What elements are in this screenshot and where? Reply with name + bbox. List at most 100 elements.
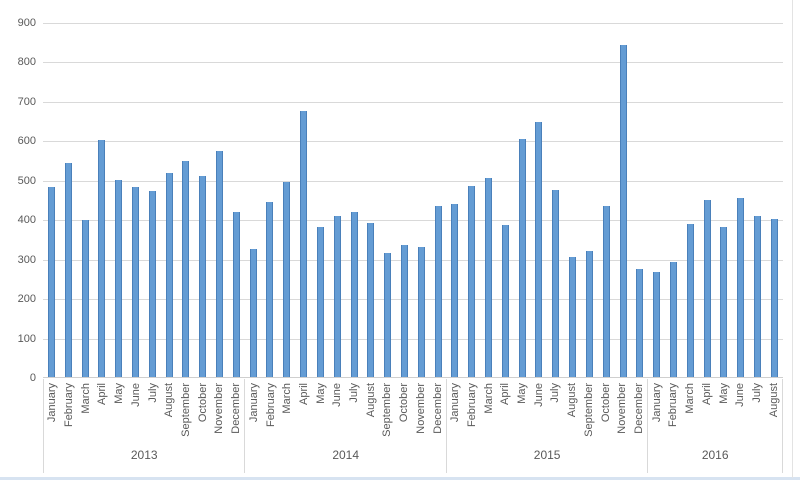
bar-2014-november [417,247,425,378]
month-label: September [582,383,595,437]
month-slot: July [749,379,766,445]
month-label: November [616,383,629,434]
month-slot: February [665,379,682,445]
bar-2014-december [434,206,442,378]
bar-slot [312,23,329,378]
month-label: December [632,383,645,434]
bar-2014-june [333,215,341,378]
month-slot: September [581,379,598,445]
month-label: April [297,383,310,406]
bar-slot [547,23,564,378]
bar-slot [77,23,94,378]
months-row: January February March April May June July Augu… [245,379,445,445]
y-tick-label: 400 [17,214,36,227]
month-label: July [146,383,159,403]
month-slot: April [497,379,514,445]
month-slot: September [379,379,396,445]
bar-2016-may [720,227,728,378]
gridline-400 [43,220,783,222]
month-label: June [129,383,142,407]
bar-2013-may [115,180,123,378]
bar-2014-july [350,212,358,378]
month-label: June [331,383,344,407]
month-slot: June [128,379,145,445]
month-slot: December [429,379,446,445]
year-group-2014: January February March April May June July Augu… [244,379,445,473]
month-label: July [348,383,361,403]
bar-slot [497,23,514,378]
year-label: 2015 [533,448,561,462]
bar-slot [463,23,480,378]
bar-slot [346,23,363,378]
month-slot: April [94,379,111,445]
month-label: January [650,383,663,423]
gridline-200 [43,299,783,301]
bar-slot [43,23,60,378]
bar-2014-april [300,110,308,378]
bar-2016-august [770,219,778,378]
bar-slot [93,23,110,378]
month-slot: March [480,379,497,445]
y-tick-label: 300 [17,253,36,266]
bar-2013-january [47,187,55,378]
bar-slot [262,23,279,378]
bar-slot [362,23,379,378]
month-slot: May [111,379,128,445]
month-slot: May [312,379,329,445]
month-slot: March [77,379,94,445]
bar-2015-november [619,45,627,378]
bar-2016-april [703,199,711,378]
month-slot: August [362,379,379,445]
plot-area [43,23,783,378]
bar-slot [194,23,211,378]
month-label: August [364,383,377,418]
month-slot: October [194,379,211,445]
month-slot: July [144,379,161,445]
gridline-600 [43,141,783,143]
gridline-900 [43,23,783,24]
month-slot: August [564,379,581,445]
month-label: February [465,383,478,428]
month-slot: June [530,379,547,445]
bar-slot [682,23,699,378]
month-label: October [599,383,612,423]
bars-container [43,23,783,378]
bar-2013-july [148,191,156,378]
month-slot: January [648,379,665,445]
month-slot: August [765,379,782,445]
month-slot: January [245,379,262,445]
month-label: January [247,383,260,423]
month-slot: August [161,379,178,445]
month-slot: March [682,379,699,445]
bar-slot [480,23,497,378]
month-slot: January [44,379,61,445]
month-label: June [532,383,545,407]
month-slot: December [631,379,648,445]
y-tick-label: 100 [17,332,36,345]
x-axis-labels: January February March April May June July Augu… [43,379,783,473]
month-label: May [113,383,126,404]
month-slot: November [412,379,429,445]
bar-slot [665,23,682,378]
month-label: April [499,383,512,406]
gridline-700 [43,101,783,103]
month-slot: November [614,379,631,445]
months-row: January February March April May June July Augu… [44,379,244,445]
bar-2015-june [535,122,543,378]
y-tick-label: 700 [17,95,36,108]
month-slot: June [732,379,749,445]
month-slot: October [396,379,413,445]
bar-slot [329,23,346,378]
year-group-2016: January February March April May June July Augu… [647,379,783,473]
month-label: August [163,383,176,418]
bar-2014-august [367,222,375,378]
month-label: February [264,383,277,428]
month-slot: January [447,379,464,445]
bar-slot [161,23,178,378]
bar-2015-august [569,257,577,378]
month-label: January [449,383,462,423]
month-label: May [516,383,529,404]
month-slot: July [346,379,363,445]
bar-slot [631,23,648,378]
month-slot: September [178,379,195,445]
